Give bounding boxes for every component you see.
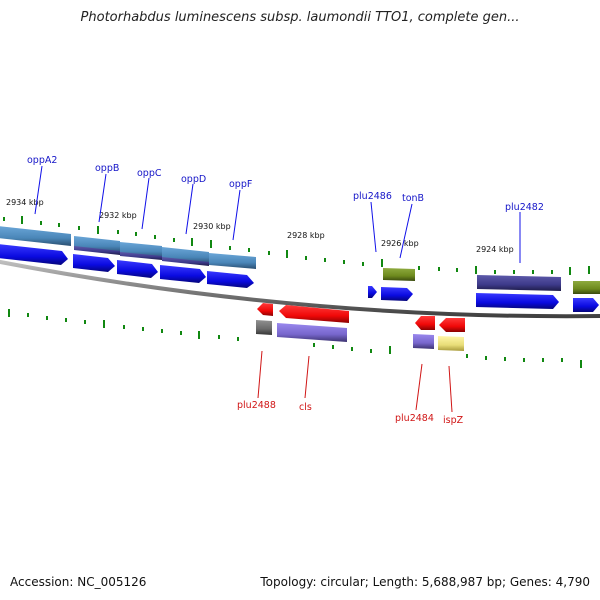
reverse-gene-arrow[interactable] bbox=[415, 316, 435, 330]
ruler-label-2928: 2928 kbp bbox=[287, 231, 325, 240]
gene-label-oppA2[interactable]: oppA2 bbox=[27, 155, 57, 166]
cog-bar bbox=[438, 336, 464, 351]
cog-bar bbox=[209, 253, 256, 269]
cog-bar bbox=[413, 334, 434, 349]
ruler-label-2934: 2934 kbp bbox=[6, 198, 44, 207]
cog-bar bbox=[277, 323, 347, 342]
gene-label-tonB[interactable]: tonB bbox=[402, 193, 424, 204]
forward-gene-arrow[interactable] bbox=[381, 287, 413, 301]
genome-summary-text: Topology: circular; Length: 5,688,987 bp… bbox=[260, 575, 590, 589]
cog-bar bbox=[120, 252, 162, 260]
gene-label-oppB[interactable]: oppB bbox=[95, 163, 119, 174]
reverse-gene-arrow[interactable] bbox=[279, 305, 349, 323]
forward-gene-arrow[interactable] bbox=[368, 286, 377, 298]
reverse-gene-track bbox=[257, 303, 465, 332]
forward-gene-track bbox=[0, 244, 599, 312]
gene-label-plu2482[interactable]: plu2482 bbox=[505, 202, 544, 213]
cog-bar bbox=[383, 268, 415, 281]
ruler-label-2932: 2932 kbp bbox=[99, 211, 137, 220]
inner-tick-dots bbox=[27, 313, 563, 362]
forward-gene-arrow[interactable] bbox=[573, 298, 599, 312]
map-title: Photorhabdus luminescens subsp. laumondi… bbox=[80, 10, 520, 25]
inner-major-ticks bbox=[8, 309, 582, 368]
gene-label-oppD[interactable]: oppD bbox=[181, 174, 206, 185]
cog-track-inner bbox=[256, 320, 464, 351]
gene-label-plu2484[interactable]: plu2484 bbox=[395, 413, 434, 424]
cog-bar bbox=[256, 320, 272, 335]
ruler-label-2926: 2926 kbp bbox=[381, 239, 419, 248]
cog-bar bbox=[0, 226, 71, 246]
reverse-gene-arrow[interactable] bbox=[257, 303, 273, 316]
top-label-leaders bbox=[34, 165, 521, 263]
forward-gene-arrow[interactable] bbox=[160, 265, 206, 283]
accession-text: Accession: NC_005126 bbox=[10, 575, 147, 589]
cog-bar bbox=[573, 281, 600, 294]
forward-gene-arrow[interactable] bbox=[117, 260, 158, 278]
cog-bar bbox=[74, 246, 120, 255]
cog-track bbox=[0, 226, 600, 294]
gene-label-plu2486[interactable]: plu2486 bbox=[353, 191, 392, 202]
backbone-arc bbox=[0, 259, 600, 319]
forward-gene-arrow[interactable] bbox=[207, 271, 254, 288]
gene-label-ispZ[interactable]: ispZ bbox=[443, 415, 464, 426]
forward-gene-arrow[interactable] bbox=[0, 244, 68, 265]
gene-label-cls[interactable]: cls bbox=[299, 402, 312, 413]
bottom-label-leaders bbox=[257, 350, 453, 413]
cog-bar bbox=[477, 275, 561, 291]
ruler-label-2930: 2930 kbp bbox=[193, 222, 231, 231]
forward-gene-arrow[interactable] bbox=[73, 254, 115, 272]
forward-gene-arrow[interactable] bbox=[476, 293, 559, 309]
outer-tick-dots bbox=[3, 217, 553, 274]
ruler-label-2924: 2924 kbp bbox=[476, 245, 514, 254]
gene-label-oppF[interactable]: oppF bbox=[229, 179, 252, 190]
outer-major-ticks bbox=[21, 216, 590, 275]
reverse-gene-arrow[interactable] bbox=[439, 318, 465, 332]
cog-bar bbox=[162, 257, 209, 266]
gene-label-plu2488[interactable]: plu2488 bbox=[237, 400, 276, 411]
gene-label-oppC[interactable]: oppC bbox=[137, 168, 162, 179]
